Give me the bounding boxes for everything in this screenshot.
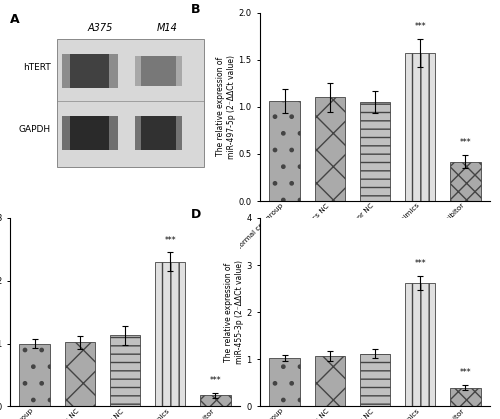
Bar [134,56,141,86]
Text: A: A [10,13,20,26]
Bar [405,283,436,406]
Bar [155,262,186,406]
Bar [109,116,118,150]
Text: GAPDH: GAPDH [18,125,51,134]
Bar [109,54,118,88]
Text: ***: *** [164,236,176,245]
Bar [62,116,118,150]
Y-axis label: The relative expression of
miR-497-5p (2⁻ΔΔCt value): The relative expression of miR-497-5p (2… [216,55,236,159]
Bar [360,102,390,201]
Text: ***: *** [414,23,426,31]
Bar [176,56,182,86]
Bar [405,53,436,201]
Bar [450,162,480,201]
Bar [58,39,204,167]
Bar [134,56,182,86]
Bar [450,388,480,406]
Text: M14: M14 [156,23,178,34]
Bar [110,335,140,406]
Text: A375: A375 [88,23,113,34]
Text: ***: *** [460,368,471,377]
Bar [62,54,118,88]
Bar [200,395,230,406]
Bar [360,354,390,406]
Bar [64,342,95,406]
Bar [270,101,300,201]
Text: ***: *** [210,376,221,385]
Text: ***: *** [414,259,426,268]
Y-axis label: The relative expression of
miR-455-3p (2⁻ΔΔCt value): The relative expression of miR-455-3p (2… [224,260,244,364]
Text: hTERT: hTERT [23,63,51,72]
Text: D: D [191,208,201,222]
Bar [62,54,70,88]
Bar [134,116,182,150]
Bar [270,358,300,406]
Bar [20,344,50,406]
Bar [176,116,182,150]
Bar [134,116,141,150]
Bar [62,116,70,150]
Bar [314,356,345,406]
Text: ***: *** [460,138,471,147]
Text: B: B [191,3,200,16]
Bar [314,98,345,201]
